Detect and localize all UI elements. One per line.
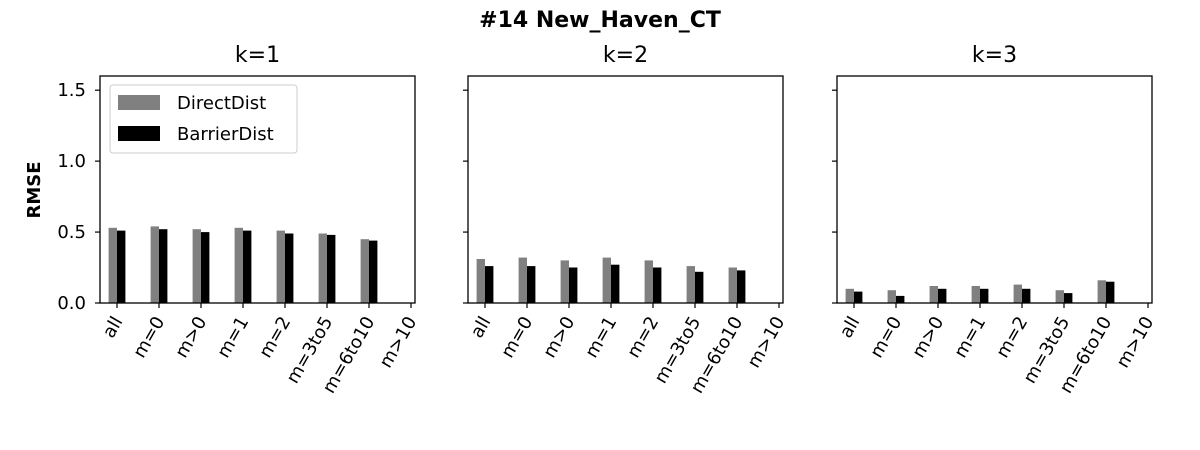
x-tick-label: all bbox=[836, 313, 865, 342]
bar-barrierdist-6 bbox=[369, 240, 378, 303]
x-tick-label: m>0 bbox=[539, 313, 579, 362]
bar-directdist-3 bbox=[234, 227, 243, 303]
bar-directdist-2 bbox=[560, 260, 569, 303]
x-tick-label: m=0 bbox=[866, 313, 906, 362]
x-tick-label: m>0 bbox=[171, 313, 211, 362]
bar-barrierdist-0 bbox=[854, 291, 863, 303]
legend-swatch-barrierdist bbox=[118, 126, 160, 141]
bar-barrierdist-4 bbox=[285, 233, 294, 303]
bar-directdist-1 bbox=[518, 257, 527, 303]
plot-frame bbox=[99, 75, 416, 304]
x-tick-label: m=2 bbox=[623, 313, 663, 362]
bar-directdist-6 bbox=[728, 267, 737, 303]
bar-directdist-3 bbox=[602, 257, 611, 303]
x-tick-label: all bbox=[99, 313, 128, 342]
bar-directdist-0 bbox=[476, 259, 485, 303]
x-tick-label: m=1 bbox=[213, 313, 253, 362]
bar-barrierdist-3 bbox=[980, 288, 989, 303]
bar-directdist-1 bbox=[887, 290, 896, 303]
bar-barrierdist-5 bbox=[695, 271, 704, 303]
bar-directdist-5 bbox=[686, 266, 695, 303]
bar-directdist-5 bbox=[1055, 290, 1064, 303]
bar-directdist-0 bbox=[108, 227, 117, 303]
bar-barrierdist-1 bbox=[527, 266, 536, 303]
bar-barrierdist-3 bbox=[611, 264, 620, 303]
x-tick-label: m>10 bbox=[375, 313, 421, 372]
y-tick-label: 0.0 bbox=[57, 293, 86, 314]
x-tick-label: m=1 bbox=[950, 313, 990, 362]
bar-barrierdist-2 bbox=[201, 232, 210, 303]
panel-title: k=3 bbox=[972, 43, 1017, 68]
bar-barrierdist-1 bbox=[896, 295, 905, 303]
bar-directdist-3 bbox=[971, 286, 980, 303]
bar-barrierdist-1 bbox=[159, 229, 168, 303]
plot-frame bbox=[467, 75, 784, 304]
x-tick-label: all bbox=[467, 313, 496, 342]
bar-barrierdist-4 bbox=[1022, 288, 1031, 303]
bar-barrierdist-2 bbox=[569, 267, 578, 303]
bar-directdist-5 bbox=[318, 233, 327, 303]
x-tick-label: m>10 bbox=[743, 313, 789, 372]
bar-directdist-2 bbox=[929, 286, 938, 303]
bar-barrierdist-0 bbox=[485, 266, 494, 303]
bar-barrierdist-6 bbox=[1106, 281, 1115, 303]
panel-title: k=2 bbox=[603, 43, 648, 68]
y-tick-label: 0.5 bbox=[57, 222, 86, 243]
bar-directdist-6 bbox=[360, 239, 369, 303]
bar-directdist-4 bbox=[1013, 284, 1022, 303]
x-tick-label: m=1 bbox=[581, 313, 621, 362]
bar-barrierdist-2 bbox=[938, 288, 947, 303]
x-tick-label: m=2 bbox=[255, 313, 295, 362]
x-tick-label: m>10 bbox=[1112, 313, 1158, 372]
bar-directdist-4 bbox=[644, 260, 653, 303]
bar-barrierdist-5 bbox=[327, 234, 336, 303]
bar-directdist-0 bbox=[845, 288, 854, 303]
legend: DirectDist BarrierDist bbox=[109, 84, 298, 154]
bar-directdist-4 bbox=[276, 230, 285, 303]
y-tick-label: 1.5 bbox=[57, 80, 86, 101]
bar-barrierdist-5 bbox=[1064, 293, 1073, 303]
bar-barrierdist-6 bbox=[737, 270, 746, 303]
x-tick-label: m>0 bbox=[908, 313, 948, 362]
bar-barrierdist-3 bbox=[243, 230, 252, 303]
panel-title: k=1 bbox=[235, 43, 280, 68]
legend-label: DirectDist bbox=[177, 93, 266, 114]
x-tick-label: m=0 bbox=[129, 313, 169, 362]
y-tick-label: 1.0 bbox=[57, 151, 86, 172]
x-tick-label: m=0 bbox=[497, 313, 537, 362]
bar-directdist-1 bbox=[150, 226, 159, 303]
bar-barrierdist-4 bbox=[653, 267, 662, 303]
bar-barrierdist-0 bbox=[117, 230, 126, 303]
plot-frame bbox=[836, 75, 1153, 304]
y-axis-label: RMSE bbox=[24, 161, 45, 218]
legend-swatch-directdist bbox=[118, 95, 160, 110]
x-tick-label: m=2 bbox=[992, 313, 1032, 362]
figure-title: #14 New_Haven_CT bbox=[479, 8, 721, 33]
bar-directdist-6 bbox=[1097, 280, 1106, 303]
bar-directdist-2 bbox=[192, 229, 201, 303]
legend-label: BarrierDist bbox=[177, 124, 274, 145]
